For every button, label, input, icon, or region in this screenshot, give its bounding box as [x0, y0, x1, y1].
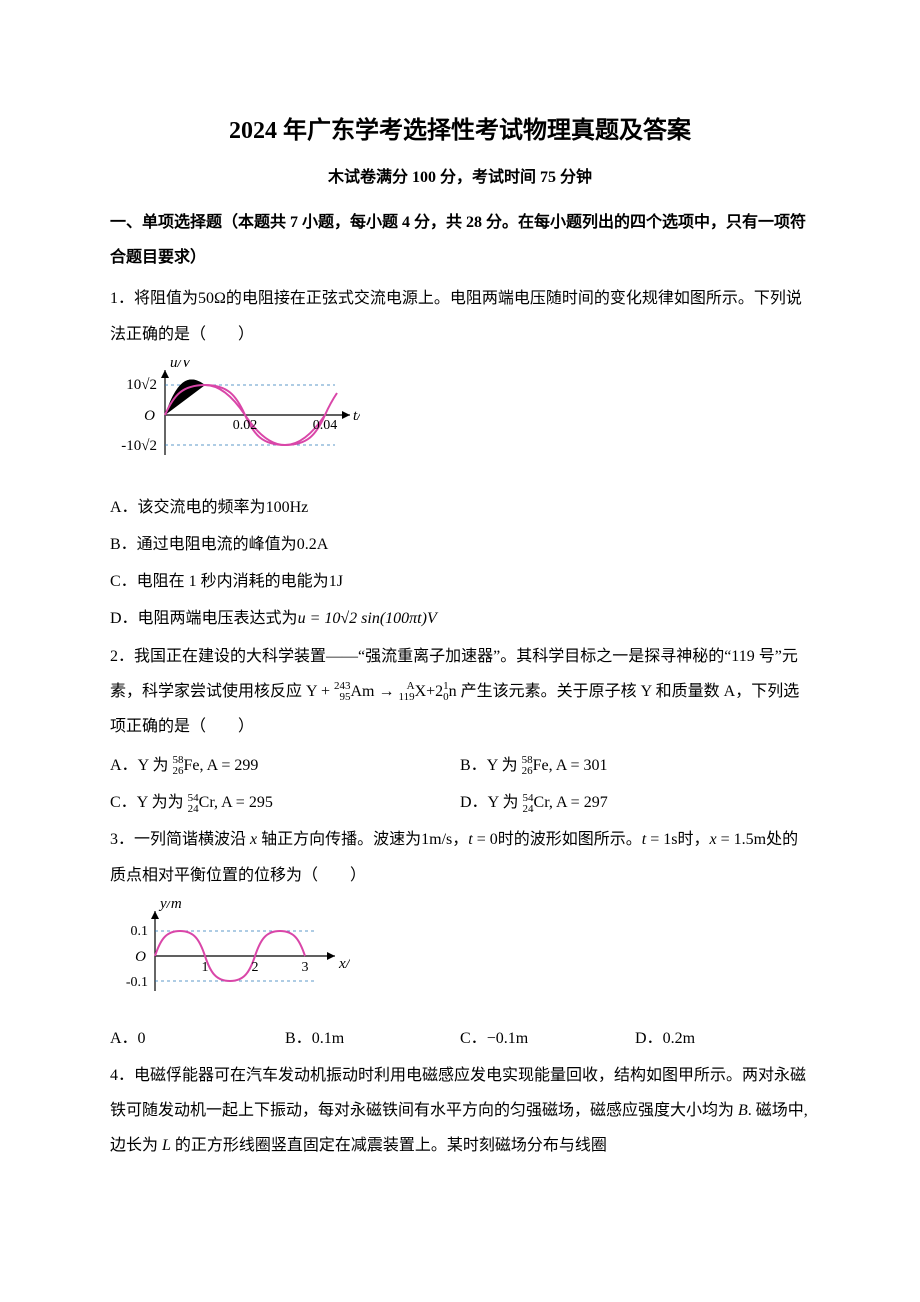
q1-optB-text: B．通过电阻电流的峰值为 [110, 536, 297, 553]
q1-origin-label: O [144, 408, 155, 424]
q1-optC-text: C．电阻在 1 秒内消耗的电能为 [110, 573, 329, 590]
q3-t1eq: = 1s [646, 831, 677, 848]
q3-v: 1m/s [421, 831, 452, 848]
q1-ymax: 10√2 [126, 377, 157, 393]
q3-optD: D．0.2m [635, 1021, 810, 1056]
q1-y-axis-label: u/V [170, 360, 193, 371]
q3-x3: 3 [302, 960, 309, 975]
q3-figure: O y/m x/m 0.1 -0.1 1 2 3 [110, 901, 810, 1011]
q2-options-row2: C．Y 为为 5424Cr, A = 295 D．Y 为 5424Cr, A =… [110, 785, 810, 820]
q3-options: A．0 B．0.1m C．−0.1m D．0.2m [110, 1021, 810, 1056]
q1-optB-val: 0.2A [297, 536, 329, 553]
q1-optC: C．电阻在 1 秒内消耗的电能为1J [110, 564, 810, 599]
q1-optA-val: 100Hz [266, 499, 309, 516]
q3-d: 时的波形如图所示。 [498, 831, 642, 848]
q3-b: 轴正方向传播。波速为 [257, 831, 421, 848]
q3-xveq: = 1.5m [717, 831, 766, 848]
q1-figure: O u/V t/s 10√2 -10√2 0.02 0.04 [110, 360, 810, 480]
q3-ymax: 0.1 [131, 924, 149, 939]
q3-xv: x [710, 831, 717, 848]
q1-optD: D．电阻两端电压表达式为u = 10√2 sin(100πt)V [110, 601, 810, 636]
q2-optC: C．Y 为为 5424Cr, A = 295 [110, 785, 460, 820]
q1-stem-a: 1．将阻值为 [110, 290, 198, 307]
page-title: 2024 年广东学考选择性考试物理真题及答案 [110, 110, 810, 145]
section-1-header: 一、单项选择题（本题共 7 小题，每小题 4 分，共 28 分。在每小题列出的四… [110, 205, 810, 275]
q3-x2: 2 [252, 960, 259, 975]
q2-optD: D．Y 为 5424Cr, A = 297 [460, 785, 810, 820]
q3-t0eq: = 0 [473, 831, 498, 848]
q1-stem: 1．将阻值为50Ω的电阻接在正弦式交流电源上。电阻两端电压随时间的变化规律如图所… [110, 281, 810, 351]
q3-ymin: -0.1 [126, 975, 148, 990]
q1-x1: 0.02 [233, 418, 258, 433]
q3-origin: O [135, 949, 146, 965]
q2-options-row1: A．Y 为 5826Fe, A = 299 B．Y 为 5826Fe, A = … [110, 748, 810, 783]
q1-x-axis-label: t/s [353, 408, 360, 424]
q1-optA: A．该交流电的频率为100Hz [110, 490, 810, 525]
q1-ymin: -10√2 [121, 438, 157, 454]
q1-optD-val: u = 10√2 sin(100πt)V [298, 610, 437, 627]
q1-optB: B．通过电阻电流的峰值为0.2A [110, 527, 810, 562]
q3-stem: 3．一列简谐横波沿 x 轴正方向传播。波速为1m/s，t = 0时的波形如图所示… [110, 822, 810, 892]
q3-optB: B．0.1m [285, 1021, 460, 1056]
q2-stem: 2．我国正在建设的大科学装置——“强流重离子加速器”。其科学目标之一是探寻神秘的… [110, 639, 810, 745]
q3-optC: C．−0.1m [460, 1021, 635, 1056]
q1-x2: 0.04 [313, 418, 338, 433]
q2-optA: A．Y 为 5826Fe, A = 299 [110, 748, 460, 783]
q1-R: 50Ω [198, 290, 226, 307]
q1-optA-text: A．该交流电的频率为 [110, 499, 266, 516]
q3-x1: 1 [202, 960, 209, 975]
q3-c: ， [452, 831, 468, 848]
q3-optA: A．0 [110, 1021, 285, 1056]
q1-optC-val: 1J [329, 573, 343, 590]
page-subtitle: 木试卷满分 100 分，考试时间 75 分钟 [110, 163, 810, 187]
q2-optB: B．Y 为 5826Fe, A = 301 [460, 748, 810, 783]
q3-e: 时， [677, 831, 709, 848]
q3-y-label: y/m [158, 901, 182, 912]
q4-stem: 4．电磁俘能器可在汽车发动机振动时利用电磁感应发电实现能量回收，结构如图甲所示。… [110, 1058, 810, 1164]
q3-a: 3．一列简谐横波沿 [110, 831, 250, 848]
q3-x-label: x/m [338, 956, 350, 972]
q1-optD-text: D．电阻两端电压表达式为 [110, 610, 298, 627]
